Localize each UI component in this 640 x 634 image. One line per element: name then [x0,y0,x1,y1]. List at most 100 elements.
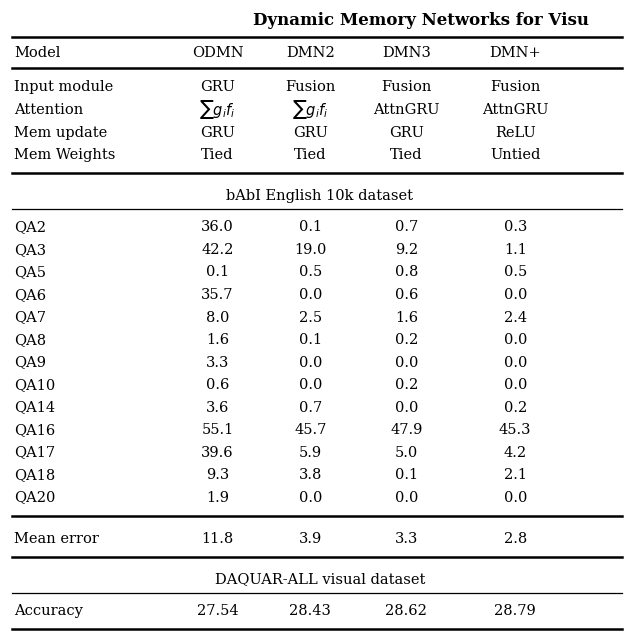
Text: 28.79: 28.79 [494,604,536,618]
Text: DMN2: DMN2 [286,46,335,60]
Text: 0.0: 0.0 [504,378,527,392]
Text: 0.1: 0.1 [206,266,229,280]
Text: QA18: QA18 [14,468,55,482]
Text: 45.3: 45.3 [499,423,531,437]
Text: 0.0: 0.0 [299,378,322,392]
Text: 1.9: 1.9 [206,491,229,505]
Text: QA6: QA6 [14,288,46,302]
Text: 0.0: 0.0 [504,288,527,302]
Text: 0.3: 0.3 [504,221,527,235]
Text: 0.1: 0.1 [299,221,322,235]
Text: 8.0: 8.0 [206,311,229,325]
Text: 9.2: 9.2 [395,243,418,257]
Text: AttnGRU: AttnGRU [373,103,440,117]
Text: 0.0: 0.0 [504,491,527,505]
Text: 19.0: 19.0 [294,243,326,257]
Text: 0.2: 0.2 [395,378,418,392]
Text: QA5: QA5 [14,266,46,280]
Text: 0.2: 0.2 [395,333,418,347]
Text: 5.0: 5.0 [395,446,418,460]
Text: 0.7: 0.7 [395,221,418,235]
Text: 2.8: 2.8 [504,531,527,545]
Text: Accuracy: Accuracy [14,604,83,618]
Text: 5.9: 5.9 [299,446,322,460]
Text: GRU: GRU [293,126,328,139]
Text: 0.0: 0.0 [299,491,322,505]
Text: 3.3: 3.3 [206,356,229,370]
Text: 0.0: 0.0 [395,356,418,370]
Text: bAbI English 10k dataset: bAbI English 10k dataset [227,189,413,203]
Text: QA17: QA17 [14,446,55,460]
Text: Model: Model [14,46,60,60]
Text: 0.0: 0.0 [395,491,418,505]
Text: 0.1: 0.1 [395,468,418,482]
Text: Input module: Input module [14,81,113,94]
Text: Untied: Untied [490,148,540,162]
Text: 0.0: 0.0 [395,401,418,415]
Text: Dynamic Memory Networks for Visu: Dynamic Memory Networks for Visu [253,13,589,29]
Text: GRU: GRU [200,81,235,94]
Text: 0.5: 0.5 [299,266,322,280]
Text: 3.6: 3.6 [206,401,229,415]
Text: 39.6: 39.6 [202,446,234,460]
Text: $\sum g_i f_i$: $\sum g_i f_i$ [200,98,236,122]
Text: 55.1: 55.1 [202,423,234,437]
Text: DAQUAR-ALL visual dataset: DAQUAR-ALL visual dataset [215,573,425,586]
Text: 11.8: 11.8 [202,531,234,545]
Text: QA16: QA16 [14,423,55,437]
Text: 2.1: 2.1 [504,468,527,482]
Text: 3.8: 3.8 [299,468,322,482]
Text: $\sum g_i f_i$: $\sum g_i f_i$ [292,98,328,122]
Text: QA8: QA8 [14,333,46,347]
Text: QA10: QA10 [14,378,55,392]
Text: Mean error: Mean error [14,531,99,545]
Text: Fusion: Fusion [285,81,335,94]
Text: 3.3: 3.3 [395,531,418,545]
Text: 35.7: 35.7 [202,288,234,302]
Text: Mem update: Mem update [14,126,108,139]
Text: AttnGRU: AttnGRU [482,103,548,117]
Text: QA3: QA3 [14,243,46,257]
Text: 0.0: 0.0 [504,356,527,370]
Text: Attention: Attention [14,103,83,117]
Text: Tied: Tied [202,148,234,162]
Text: 0.0: 0.0 [299,288,322,302]
Text: 0.0: 0.0 [504,333,527,347]
Text: QA7: QA7 [14,311,46,325]
Text: 9.3: 9.3 [206,468,229,482]
Text: Fusion: Fusion [490,81,540,94]
Text: 0.6: 0.6 [206,378,229,392]
Text: 2.5: 2.5 [299,311,322,325]
Text: 28.43: 28.43 [289,604,332,618]
Text: 2.4: 2.4 [504,311,527,325]
Text: 0.6: 0.6 [395,288,418,302]
Text: 1.6: 1.6 [206,333,229,347]
Text: 0.2: 0.2 [504,401,527,415]
Text: 1.1: 1.1 [504,243,527,257]
Text: 4.2: 4.2 [504,446,527,460]
Text: ReLU: ReLU [495,126,536,139]
Text: 0.0: 0.0 [299,356,322,370]
Text: QA2: QA2 [14,221,46,235]
Text: DMN+: DMN+ [490,46,541,60]
Text: Tied: Tied [390,148,422,162]
Text: 1.6: 1.6 [395,311,418,325]
Text: 47.9: 47.9 [390,423,422,437]
Text: 0.7: 0.7 [299,401,322,415]
Text: Tied: Tied [294,148,326,162]
Text: Mem Weights: Mem Weights [14,148,115,162]
Text: QA20: QA20 [14,491,56,505]
Text: QA9: QA9 [14,356,46,370]
Text: 42.2: 42.2 [202,243,234,257]
Text: 45.7: 45.7 [294,423,326,437]
Text: 36.0: 36.0 [201,221,234,235]
Text: 3.9: 3.9 [299,531,322,545]
Text: 0.1: 0.1 [299,333,322,347]
Text: 28.62: 28.62 [385,604,428,618]
Text: 0.8: 0.8 [395,266,418,280]
Text: Fusion: Fusion [381,81,431,94]
Text: GRU: GRU [200,126,235,139]
Text: 0.5: 0.5 [504,266,527,280]
Text: QA14: QA14 [14,401,55,415]
Text: DMN3: DMN3 [382,46,431,60]
